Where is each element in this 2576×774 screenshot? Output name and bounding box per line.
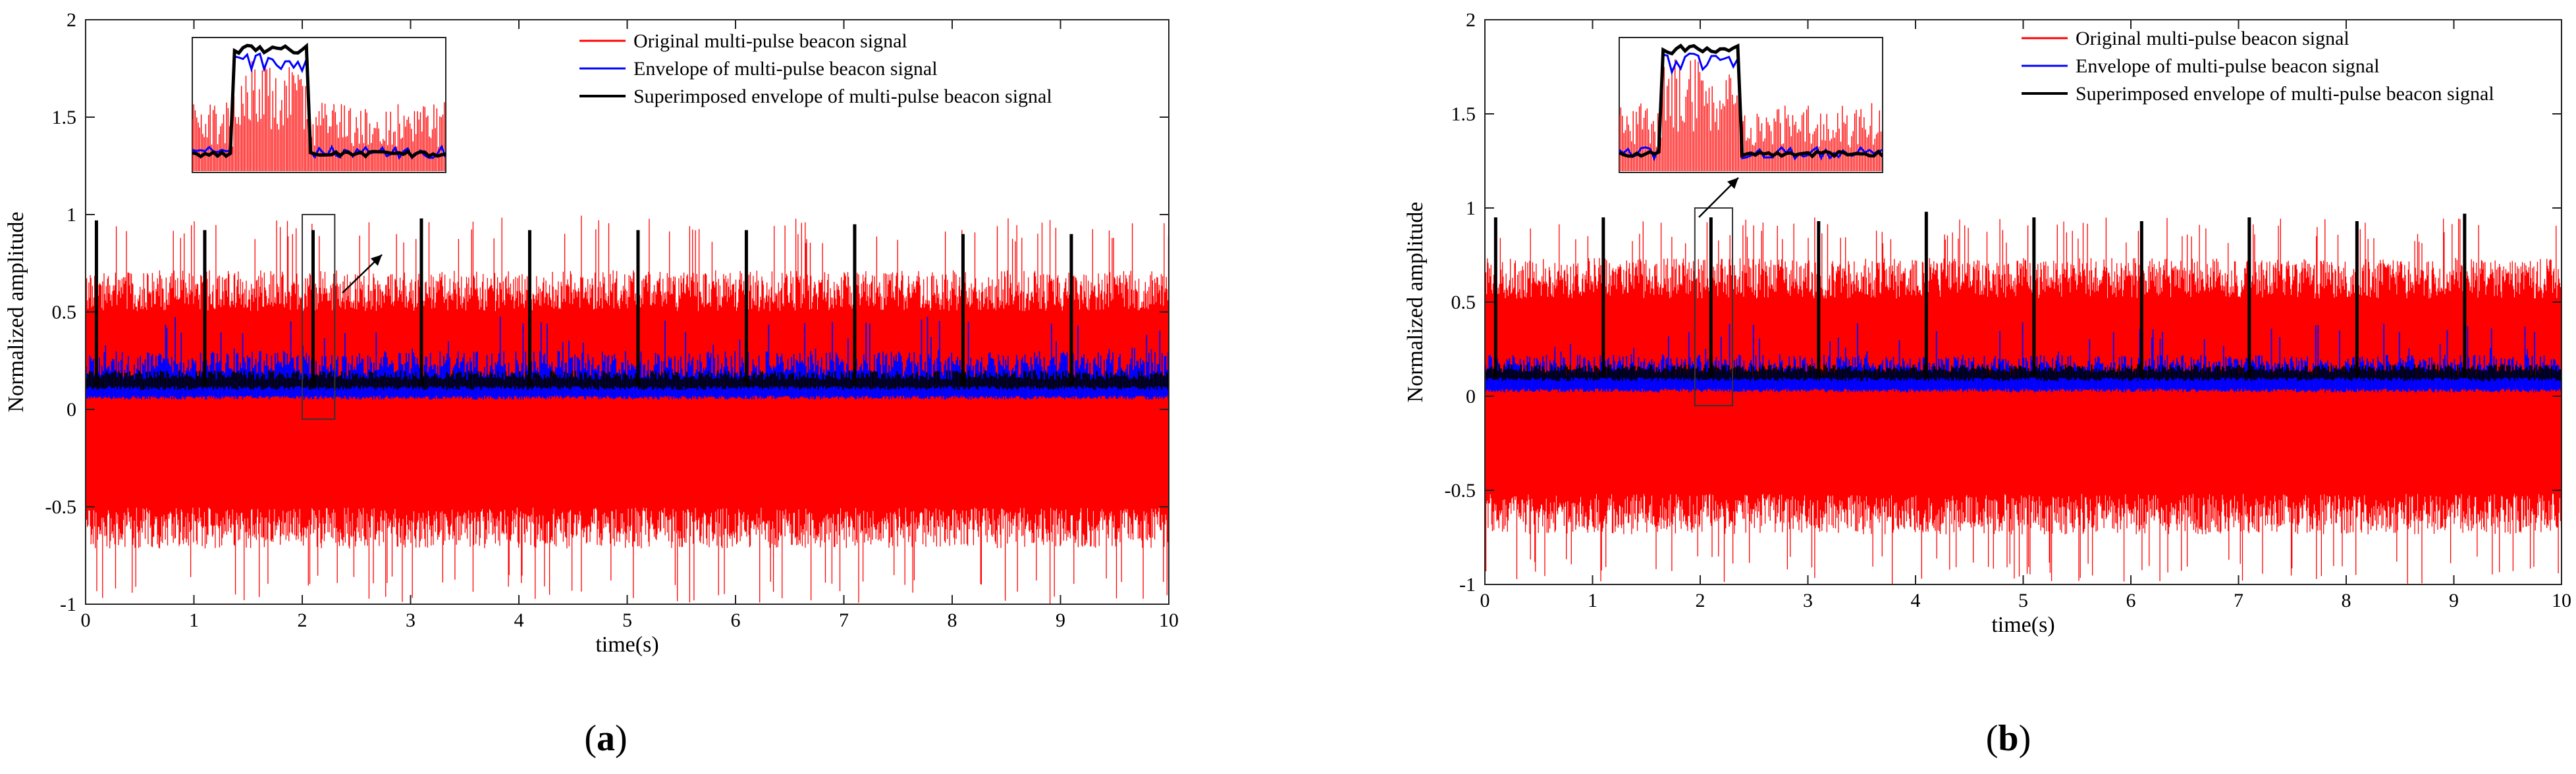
series-original-signal: [86, 215, 1169, 604]
y-tick-label: 1.5: [1451, 103, 1476, 125]
y-tick-label: 1: [1466, 197, 1476, 219]
y-tick-label: 2: [1466, 9, 1476, 31]
plot-area: [86, 215, 1169, 604]
legend: Original multi-pulse beacon signal Envelo…: [2022, 28, 2494, 105]
x-tick-label: 6: [2126, 590, 2136, 611]
y-tick-label: 1.5: [52, 107, 77, 128]
x-tick-label: 1: [189, 609, 199, 631]
x-tick-label: 10: [2552, 590, 2571, 611]
chart-panel-b: 0 1 2 3 4 5 6 7 8 9 10 -1 -0.5 0 0.5 1 1.5 2 time(s) Normal…: [1403, 9, 2571, 759]
zoom-inset: [192, 37, 446, 173]
x-tick-label: 8: [948, 609, 957, 631]
x-tick-label: 9: [2449, 590, 2459, 611]
x-tick-label: 8: [2342, 590, 2351, 611]
x-tick-label: 7: [2234, 590, 2243, 611]
y-tick-label: -1: [1459, 574, 1476, 596]
zoom-region-marker: [302, 214, 336, 420]
zoom-inset: [1619, 37, 1883, 173]
panel-caption: (a): [584, 718, 627, 759]
panel-caption: (b): [1986, 718, 2031, 759]
x-axis-label: time(s): [595, 632, 658, 657]
chart-panel-a: 0 1 2 3 4 5 6 7 8 9 10 -1 -0.5 0 0.5 1 1.5 2 time(s) Normal…: [4, 9, 1179, 759]
x-tick-label: 9: [1056, 609, 1065, 631]
x-tick-label: 6: [731, 609, 741, 631]
x-tick-label: 7: [839, 609, 849, 631]
y-tick-label: -0.5: [1445, 480, 1476, 502]
x-tick-label: 2: [1696, 590, 1705, 611]
x-tick-label: 5: [2018, 590, 2028, 611]
legend-entry: Original multi-pulse beacon signal: [2076, 28, 2349, 49]
y-tick-label: -0.5: [45, 496, 77, 518]
x-tick-label: 0: [1480, 590, 1490, 611]
y-tick-label: -1: [60, 594, 76, 615]
y-tick-label: 0.5: [52, 301, 77, 323]
inset-superimposed-envelope: [1619, 43, 1883, 159]
legend-entry: Original multi-pulse beacon signal: [633, 30, 907, 52]
zoom-region-marker: [1694, 207, 1734, 407]
legend-entry: Envelope of multi-pulse beacon signal: [2076, 55, 2380, 77]
zoom-arrow-head: [370, 255, 382, 266]
x-tick-label: 3: [1803, 590, 1813, 611]
x-tick-label: 10: [1159, 609, 1179, 631]
x-tick-label: 4: [1911, 590, 1921, 611]
y-tick-label: 1: [67, 204, 76, 226]
y-tick-label: 2: [67, 9, 76, 31]
y-axis-label: Normalized amplitude: [1403, 202, 1428, 403]
y-tick-label: 0: [67, 399, 76, 421]
y-axis-label: Normalized amplitude: [4, 212, 28, 413]
y-tick-label: 0: [1466, 386, 1476, 407]
x-tick-label: 3: [406, 609, 416, 631]
legend-entry: Superimposed envelope of multi-pulse bea…: [633, 86, 1052, 107]
plot-area: [1485, 211, 2562, 584]
x-axis-label: time(s): [1991, 613, 2054, 637]
x-tick-label: 4: [514, 609, 524, 631]
x-tick-label: 1: [1588, 590, 1597, 611]
legend-entry: Envelope of multi-pulse beacon signal: [633, 58, 938, 80]
inset-superimposed-envelope: [192, 42, 446, 159]
y-tick-label: 0.5: [1451, 292, 1476, 313]
x-tick-label: 0: [81, 609, 91, 631]
x-tick-label: 5: [622, 609, 632, 631]
legend: Original multi-pulse beacon signal Envelo…: [579, 30, 1052, 107]
zoom-arrow-head: [1727, 178, 1738, 189]
series-original-signal: [1485, 217, 2562, 584]
x-tick-label: 2: [298, 609, 308, 631]
legend-entry: Superimposed envelope of multi-pulse bea…: [2076, 83, 2494, 105]
